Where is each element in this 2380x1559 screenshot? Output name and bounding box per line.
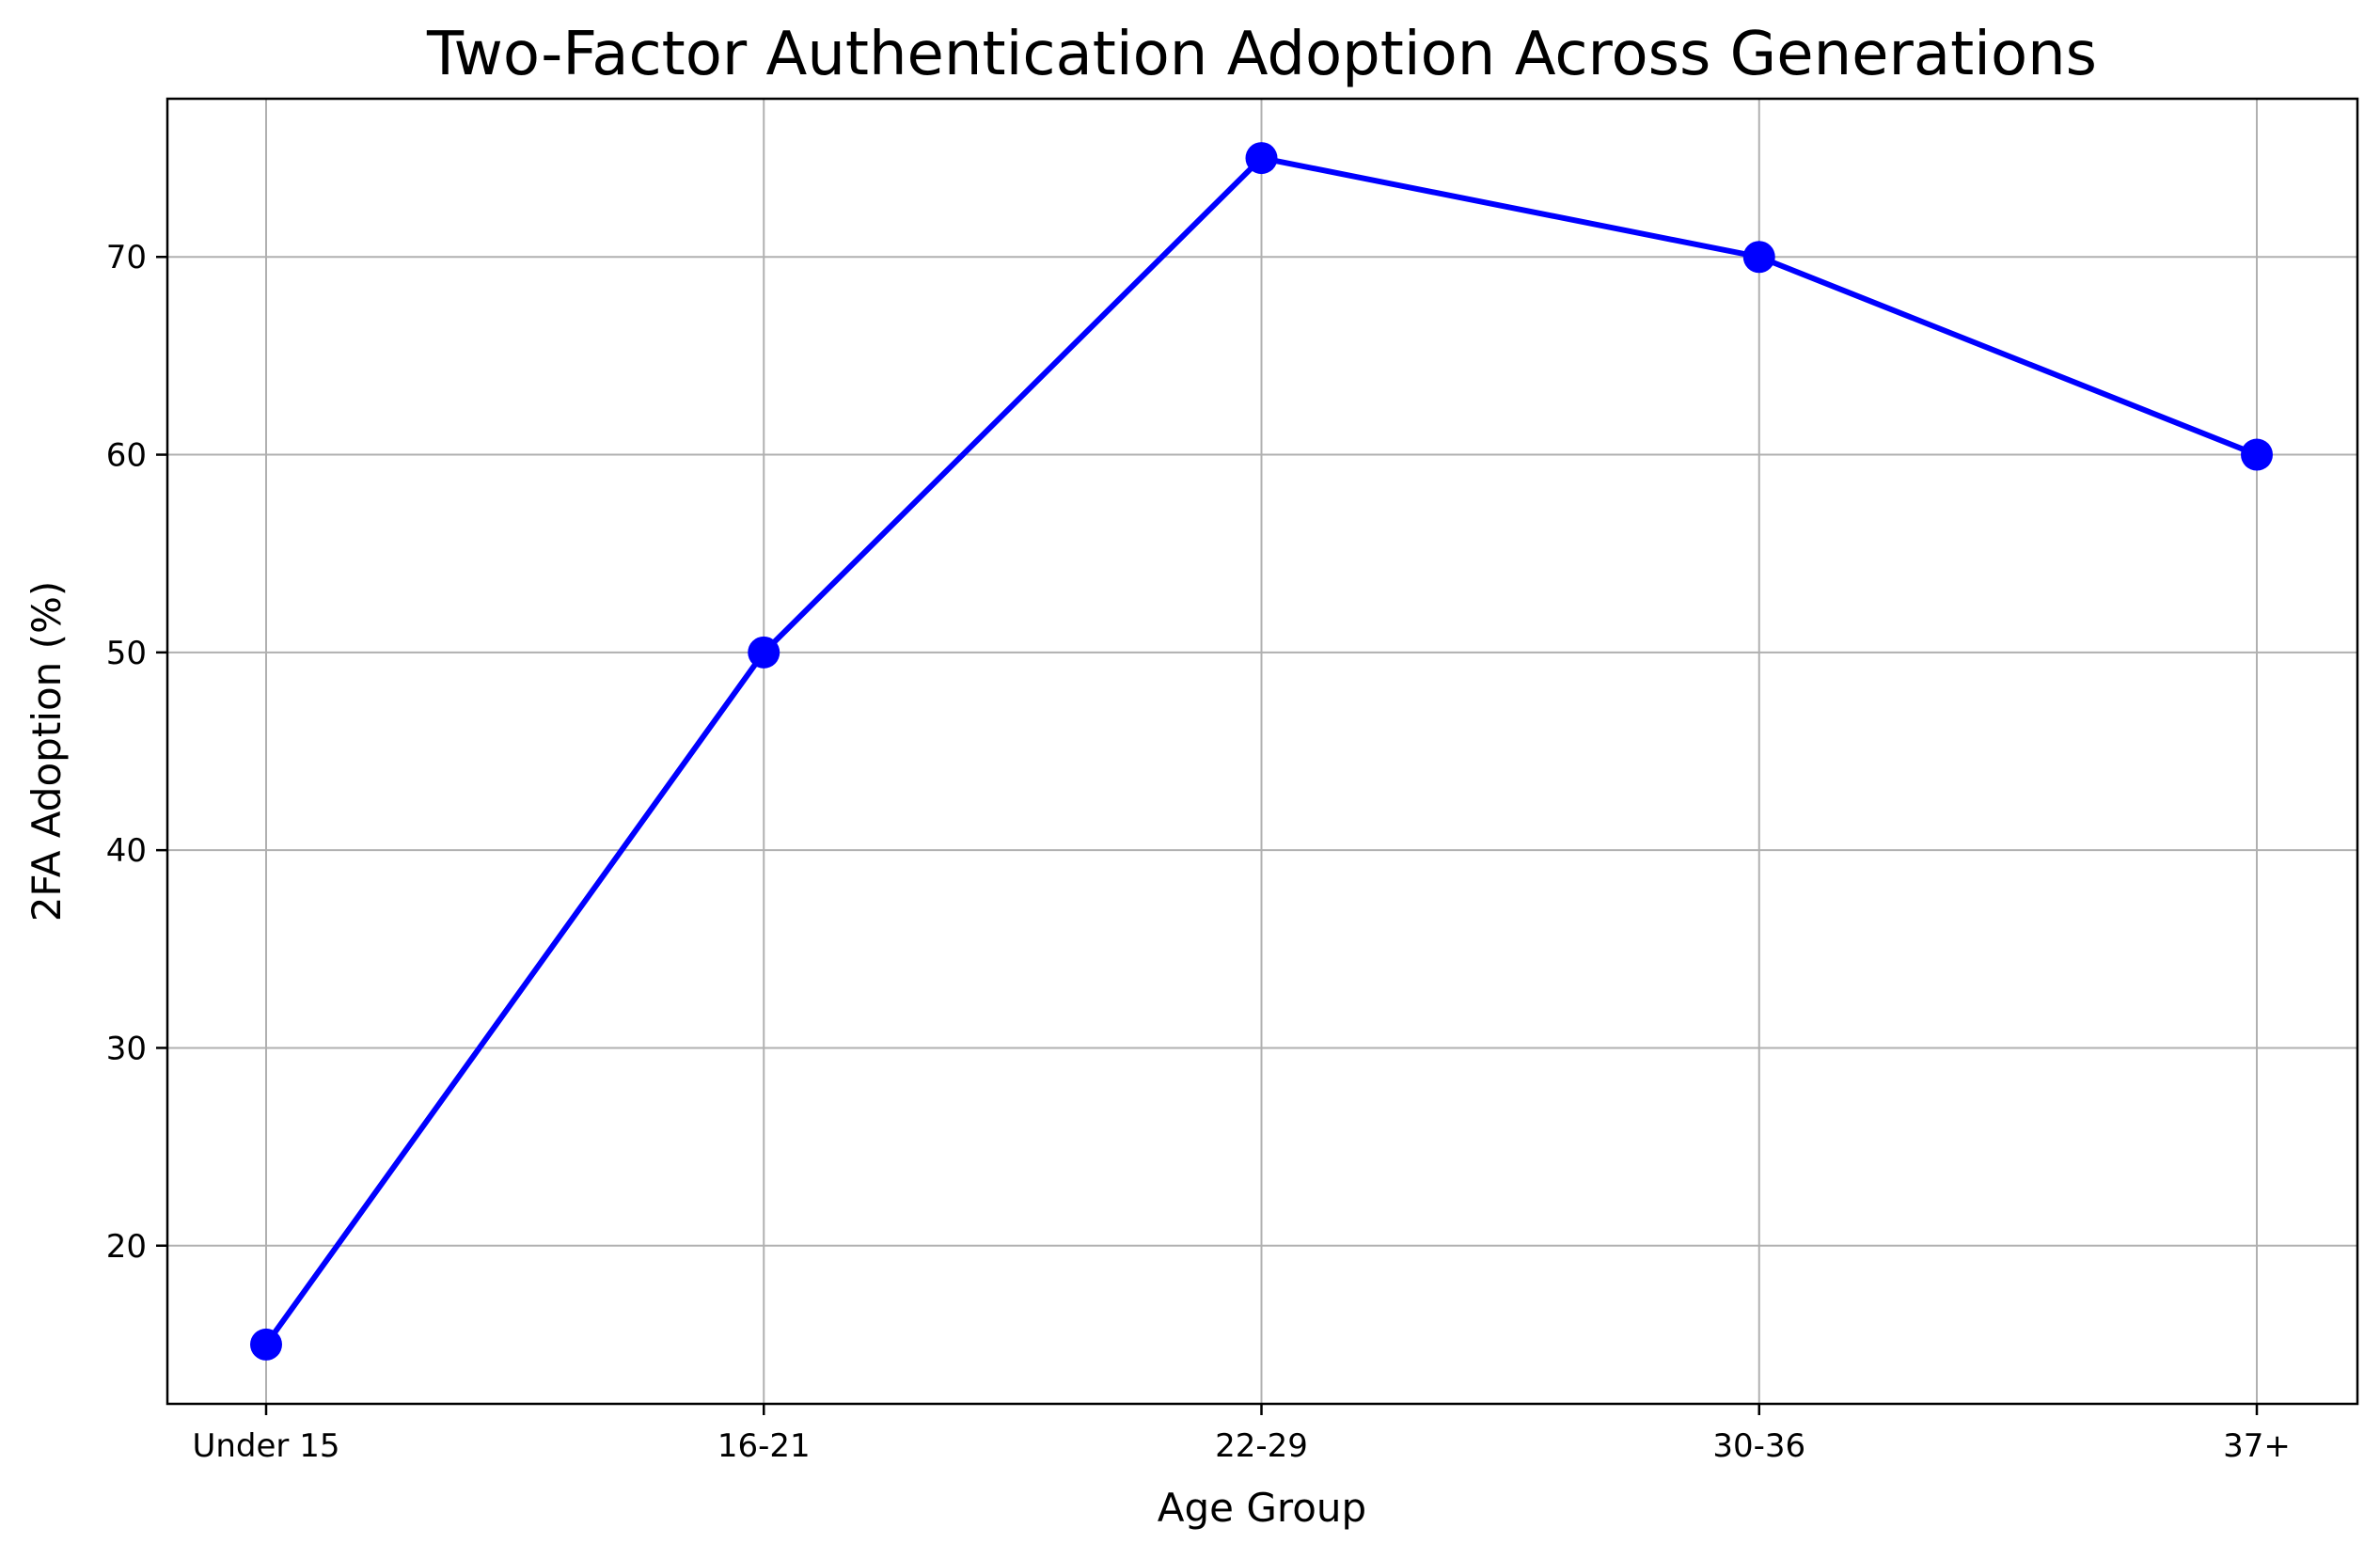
data-point — [1245, 142, 1278, 175]
y-tick-label: 30 — [106, 1030, 147, 1067]
x-tick-label: 30-36 — [1712, 1427, 1805, 1465]
y-axis-title: 2FA Adoption (%) — [24, 581, 70, 922]
axis-ticks: Under 15 16-21 22-29 30-36 37+ 20 30 40 50 60 70 — [106, 239, 2291, 1465]
x-tick-label: Under 15 — [193, 1427, 340, 1465]
data-point — [2241, 438, 2273, 471]
x-tick-label: 16-21 — [717, 1427, 811, 1465]
y-tick-label: 70 — [106, 239, 147, 276]
chart-title: Two-Factor Authentication Adoption Acros… — [426, 20, 2097, 89]
grid-lines — [167, 99, 2357, 1404]
data-series — [250, 142, 2273, 1361]
y-tick-label: 60 — [106, 437, 147, 475]
plot-frame — [165, 97, 2359, 1406]
x-tick-label: 37+ — [2223, 1427, 2291, 1465]
y-tick-label: 40 — [106, 832, 147, 870]
x-axis-title: Age Group — [1158, 1485, 1366, 1531]
y-tick-label: 50 — [106, 635, 147, 672]
y-tick-label: 20 — [106, 1228, 147, 1266]
data-point — [748, 636, 780, 669]
data-point — [250, 1328, 282, 1361]
x-tick-label: 22-29 — [1215, 1427, 1308, 1465]
data-point — [1742, 241, 1775, 274]
